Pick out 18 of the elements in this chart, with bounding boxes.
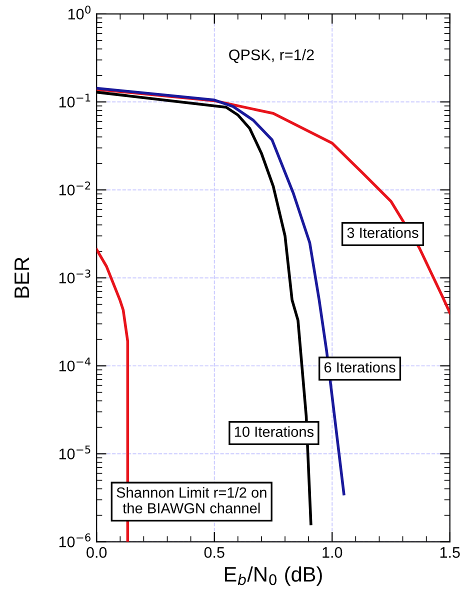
y-tick-label: 10$^{−5}$ (59, 446, 90, 460)
y-tick-label: 10$^{−2}$ (59, 182, 90, 196)
annotation: 6 Iterations (324, 362, 396, 373)
x-tick-label: 0.0 (86, 547, 107, 558)
x-axis-title: E$_{b}$/N$_{0}$ (dB) (224, 566, 322, 586)
x-tick-label: 1.0 (322, 547, 342, 558)
annotation: Shannon Limit r=1/2 on the BIAWGN channel (116, 487, 266, 514)
y-tick-label: 10$^{0}$ (68, 6, 91, 20)
y-tick-label: 10$^{−3}$ (59, 269, 90, 284)
text: QPSK, r=1/2 (229, 49, 314, 63)
annotation: 3 Iterations (347, 227, 418, 238)
y-tick-label: 10$^{−6}$ (59, 533, 91, 548)
y-tick-label: 10$^{−4}$ (59, 358, 91, 372)
annotation: 10 Iterations (234, 426, 314, 437)
x-tick-label: 0.5 (204, 547, 224, 558)
y-tick-label: 10$^{−1}$ (59, 94, 90, 108)
x-tick-label: 1.5 (440, 547, 460, 558)
y-axis-title: BER (14, 257, 29, 298)
